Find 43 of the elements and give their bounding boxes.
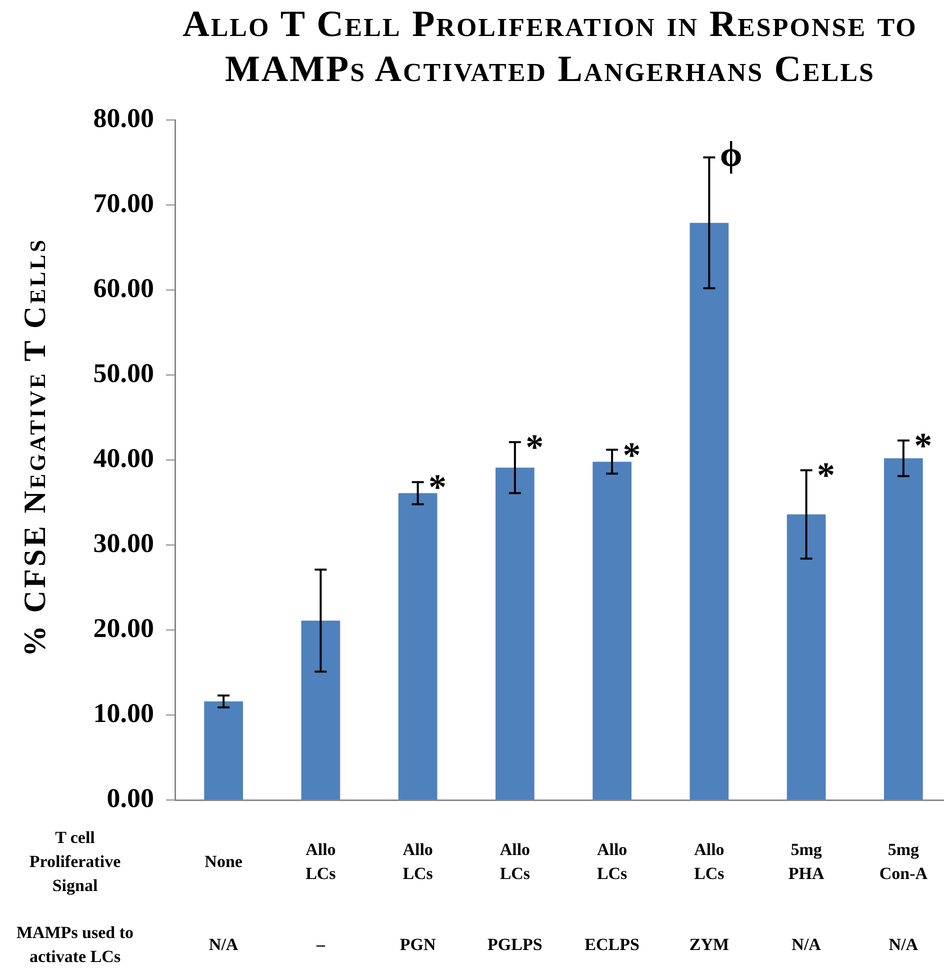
bar bbox=[690, 222, 729, 800]
data-label: * bbox=[526, 427, 544, 468]
y-tick-label: 40.00 bbox=[93, 442, 154, 473]
x-tick-label: Allo LCs bbox=[498, 839, 532, 885]
x-axis-title: T cell Proliferative Signal bbox=[28, 827, 122, 897]
text: ECLPS bbox=[584, 934, 640, 956]
x-tick-label: Allo LCs bbox=[596, 839, 628, 885]
bar bbox=[398, 493, 438, 800]
bar bbox=[592, 462, 632, 800]
x-tick-label: 5mg Con-A bbox=[878, 839, 929, 885]
data-label: * bbox=[622, 434, 641, 475]
bar bbox=[301, 620, 340, 800]
y-tick-label: 80.00 bbox=[93, 102, 154, 133]
bar bbox=[204, 701, 243, 800]
y-tick-label: 60.00 bbox=[93, 272, 154, 303]
bar bbox=[496, 468, 534, 800]
y-tick-label: 70.00 bbox=[93, 188, 154, 218]
text: – bbox=[316, 934, 325, 956]
chart-title: Allo T Cell Proliferation in Response to MAMPs Activated Langerhans Cells bbox=[182, 3, 918, 92]
x-tick-label: Allo LCs bbox=[304, 839, 337, 885]
y-tick-label: 30.00 bbox=[93, 528, 154, 558]
text: MAMPs used to activate LCs bbox=[15, 922, 135, 968]
bar bbox=[786, 514, 826, 800]
y-axis-title: % CFSE Negative T Cells bbox=[17, 237, 53, 657]
x-tick-label: None bbox=[204, 851, 242, 873]
x-tick-label: Allo LCs bbox=[402, 839, 434, 885]
x-tick-label: 5mg PHA bbox=[787, 839, 826, 885]
y-tick-label: 50.00 bbox=[93, 358, 154, 388]
text: N/A bbox=[208, 934, 238, 956]
data-label: * bbox=[816, 455, 835, 496]
text: ZYM bbox=[689, 934, 730, 956]
x-tick-label: Allo LCs bbox=[693, 839, 726, 885]
data-label: * bbox=[914, 425, 932, 466]
y-tick-label: 20.00 bbox=[93, 612, 154, 643]
y-tick-label: 10.00 bbox=[93, 698, 154, 728]
text: PGLPS bbox=[488, 934, 542, 956]
bar bbox=[884, 458, 923, 800]
data-label: * bbox=[428, 467, 446, 508]
text: N/A bbox=[792, 934, 821, 956]
data-label: ϕ bbox=[720, 134, 742, 174]
text: PGN bbox=[400, 934, 436, 956]
y-tick-label: 0.00 bbox=[106, 782, 154, 813]
text: N/A bbox=[888, 934, 918, 956]
